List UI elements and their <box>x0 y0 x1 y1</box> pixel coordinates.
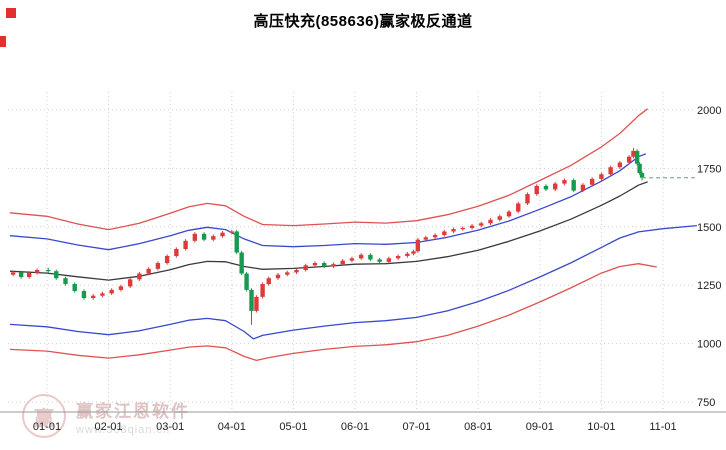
svg-text:08-01: 08-01 <box>464 421 492 433</box>
watermark-brand: 赢家江恩软件 <box>76 401 190 421</box>
svg-text:1000: 1000 <box>697 339 721 351</box>
svg-text:03-01: 03-01 <box>156 421 184 433</box>
svg-text:1500: 1500 <box>697 222 721 234</box>
svg-text:1250: 1250 <box>697 280 721 292</box>
svg-text:1750: 1750 <box>697 163 721 175</box>
svg-text:09-01: 09-01 <box>526 421 554 433</box>
svg-text:11-01: 11-01 <box>649 421 676 433</box>
svg-text:02-01: 02-01 <box>95 421 123 433</box>
watermark: 赢 赢家江恩软件 www.368qian.cn <box>22 394 190 438</box>
chart-title: 高压快充(858636)赢家极反通道 <box>253 13 473 30</box>
y-axis-labels: 2000 1750 1500 1250 1000 750 <box>697 105 721 409</box>
svg-text:05-01: 05-01 <box>279 421 307 433</box>
watermark-url: www.368qian.cn <box>76 423 171 436</box>
channel-bands-layer <box>9 108 697 362</box>
candles-layer <box>10 147 645 325</box>
x-axis-labels: 01-01 02-01 03-01 04-01 05-01 06-01 07-01 08-01… <box>33 421 677 433</box>
window-corner-marker-icon <box>6 8 16 18</box>
watermark-text: 赢家江恩软件 www.368qian.cn <box>76 397 190 436</box>
svg-text:10-01: 10-01 <box>587 421 615 433</box>
svg-text:750: 750 <box>697 397 715 409</box>
svg-text:01-01: 01-01 <box>33 421 61 433</box>
svg-text:07-01: 07-01 <box>403 421 431 433</box>
svg-text:06-01: 06-01 <box>341 421 369 433</box>
left-edge-marker-icon <box>0 36 6 47</box>
grid-layer <box>8 92 694 410</box>
brand-logo-icon: 赢 <box>22 394 66 438</box>
svg-text:2000: 2000 <box>697 105 721 117</box>
svg-text:04-01: 04-01 <box>218 421 246 433</box>
